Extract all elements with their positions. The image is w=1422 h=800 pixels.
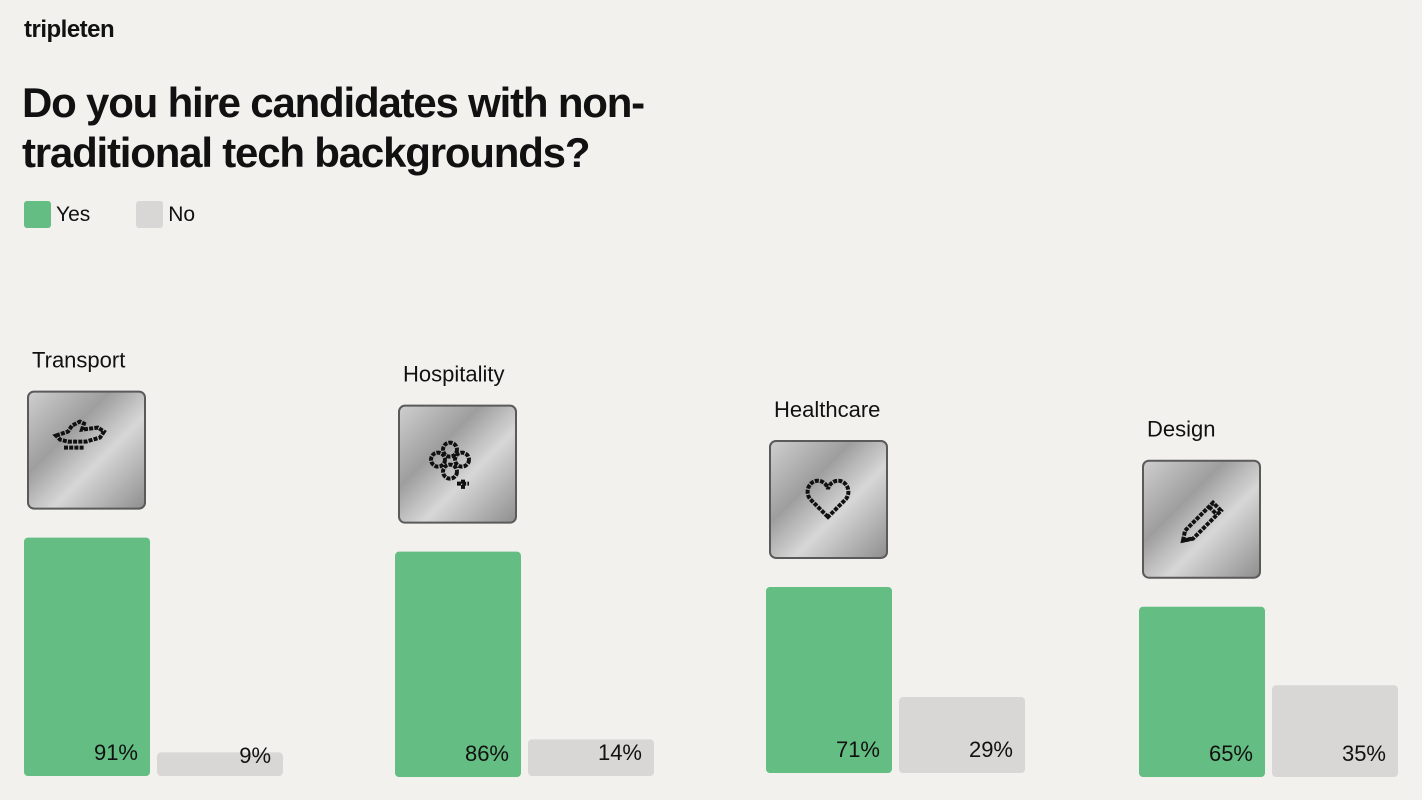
bar-no-design — [1272, 685, 1398, 777]
legend-item-yes: Yes — [24, 201, 90, 228]
bar-yes-healthcare — [766, 586, 892, 773]
icon-tile — [1142, 459, 1261, 579]
category-label-hospitality: Hospitality — [403, 362, 504, 387]
legend-swatch-yes — [24, 201, 51, 228]
icon-glyph — [1180, 499, 1224, 544]
bar-yes-design — [1139, 606, 1265, 777]
category-label-healthcare: Healthcare — [774, 397, 880, 422]
legend-label-no: No — [168, 202, 196, 226]
value-label-no-hospitality: 14% — [598, 740, 642, 765]
legend-item-no: No — [136, 201, 195, 228]
value-label-yes-design: 65% — [1209, 741, 1253, 766]
icon-glyph — [805, 478, 851, 520]
icon-tile — [769, 439, 888, 559]
chart-legend: Yes No — [24, 201, 241, 228]
legend-swatch-no — [136, 201, 164, 228]
flower-icon — [398, 404, 517, 524]
heart-icon — [769, 439, 888, 559]
value-label-yes-healthcare: 71% — [836, 737, 880, 762]
value-label-no-design: 35% — [1342, 741, 1386, 766]
plane-icon — [27, 390, 146, 510]
category-label-design: Design — [1147, 417, 1215, 442]
icon-glyph — [429, 440, 471, 490]
bar-yes-transport — [24, 537, 150, 776]
icon-tile — [27, 390, 146, 510]
pencil-icon — [1142, 459, 1261, 579]
value-label-yes-transport: 91% — [94, 740, 138, 765]
bar-no-healthcare — [899, 697, 1025, 773]
category-label-transport: Transport — [32, 348, 125, 373]
bar-yes-hospitality — [395, 551, 521, 777]
page-title: Do you hire candidates with non-traditio… — [22, 79, 645, 176]
bar-no-transport — [157, 752, 283, 776]
icon-glyph — [52, 419, 107, 450]
brand-logo: tripleten — [24, 16, 115, 43]
value-label-no-healthcare: 29% — [969, 737, 1013, 762]
bar-no-hospitality — [528, 739, 654, 776]
value-label-yes-hospitality: 86% — [465, 741, 509, 766]
legend-label-yes: Yes — [56, 202, 91, 226]
value-label-no-transport: 9% — [239, 743, 271, 768]
